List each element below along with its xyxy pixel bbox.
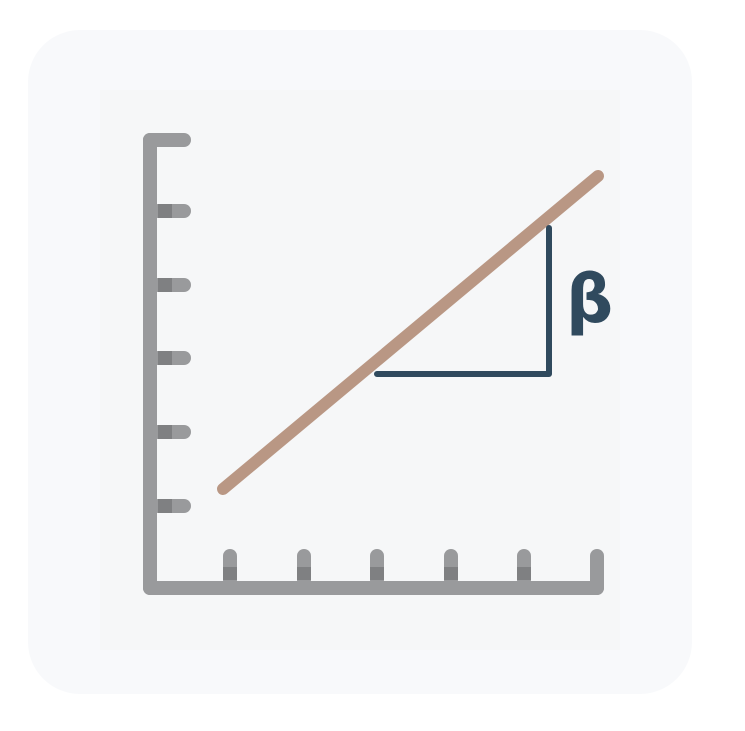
y-axis-ticks (151, 204, 191, 513)
y-axis (143, 133, 191, 595)
x-axis (143, 549, 604, 595)
slope-triangle (374, 225, 552, 377)
x-axis-ticks (223, 549, 531, 587)
beta-symbol: β (566, 261, 613, 338)
regression-line (217, 170, 604, 495)
